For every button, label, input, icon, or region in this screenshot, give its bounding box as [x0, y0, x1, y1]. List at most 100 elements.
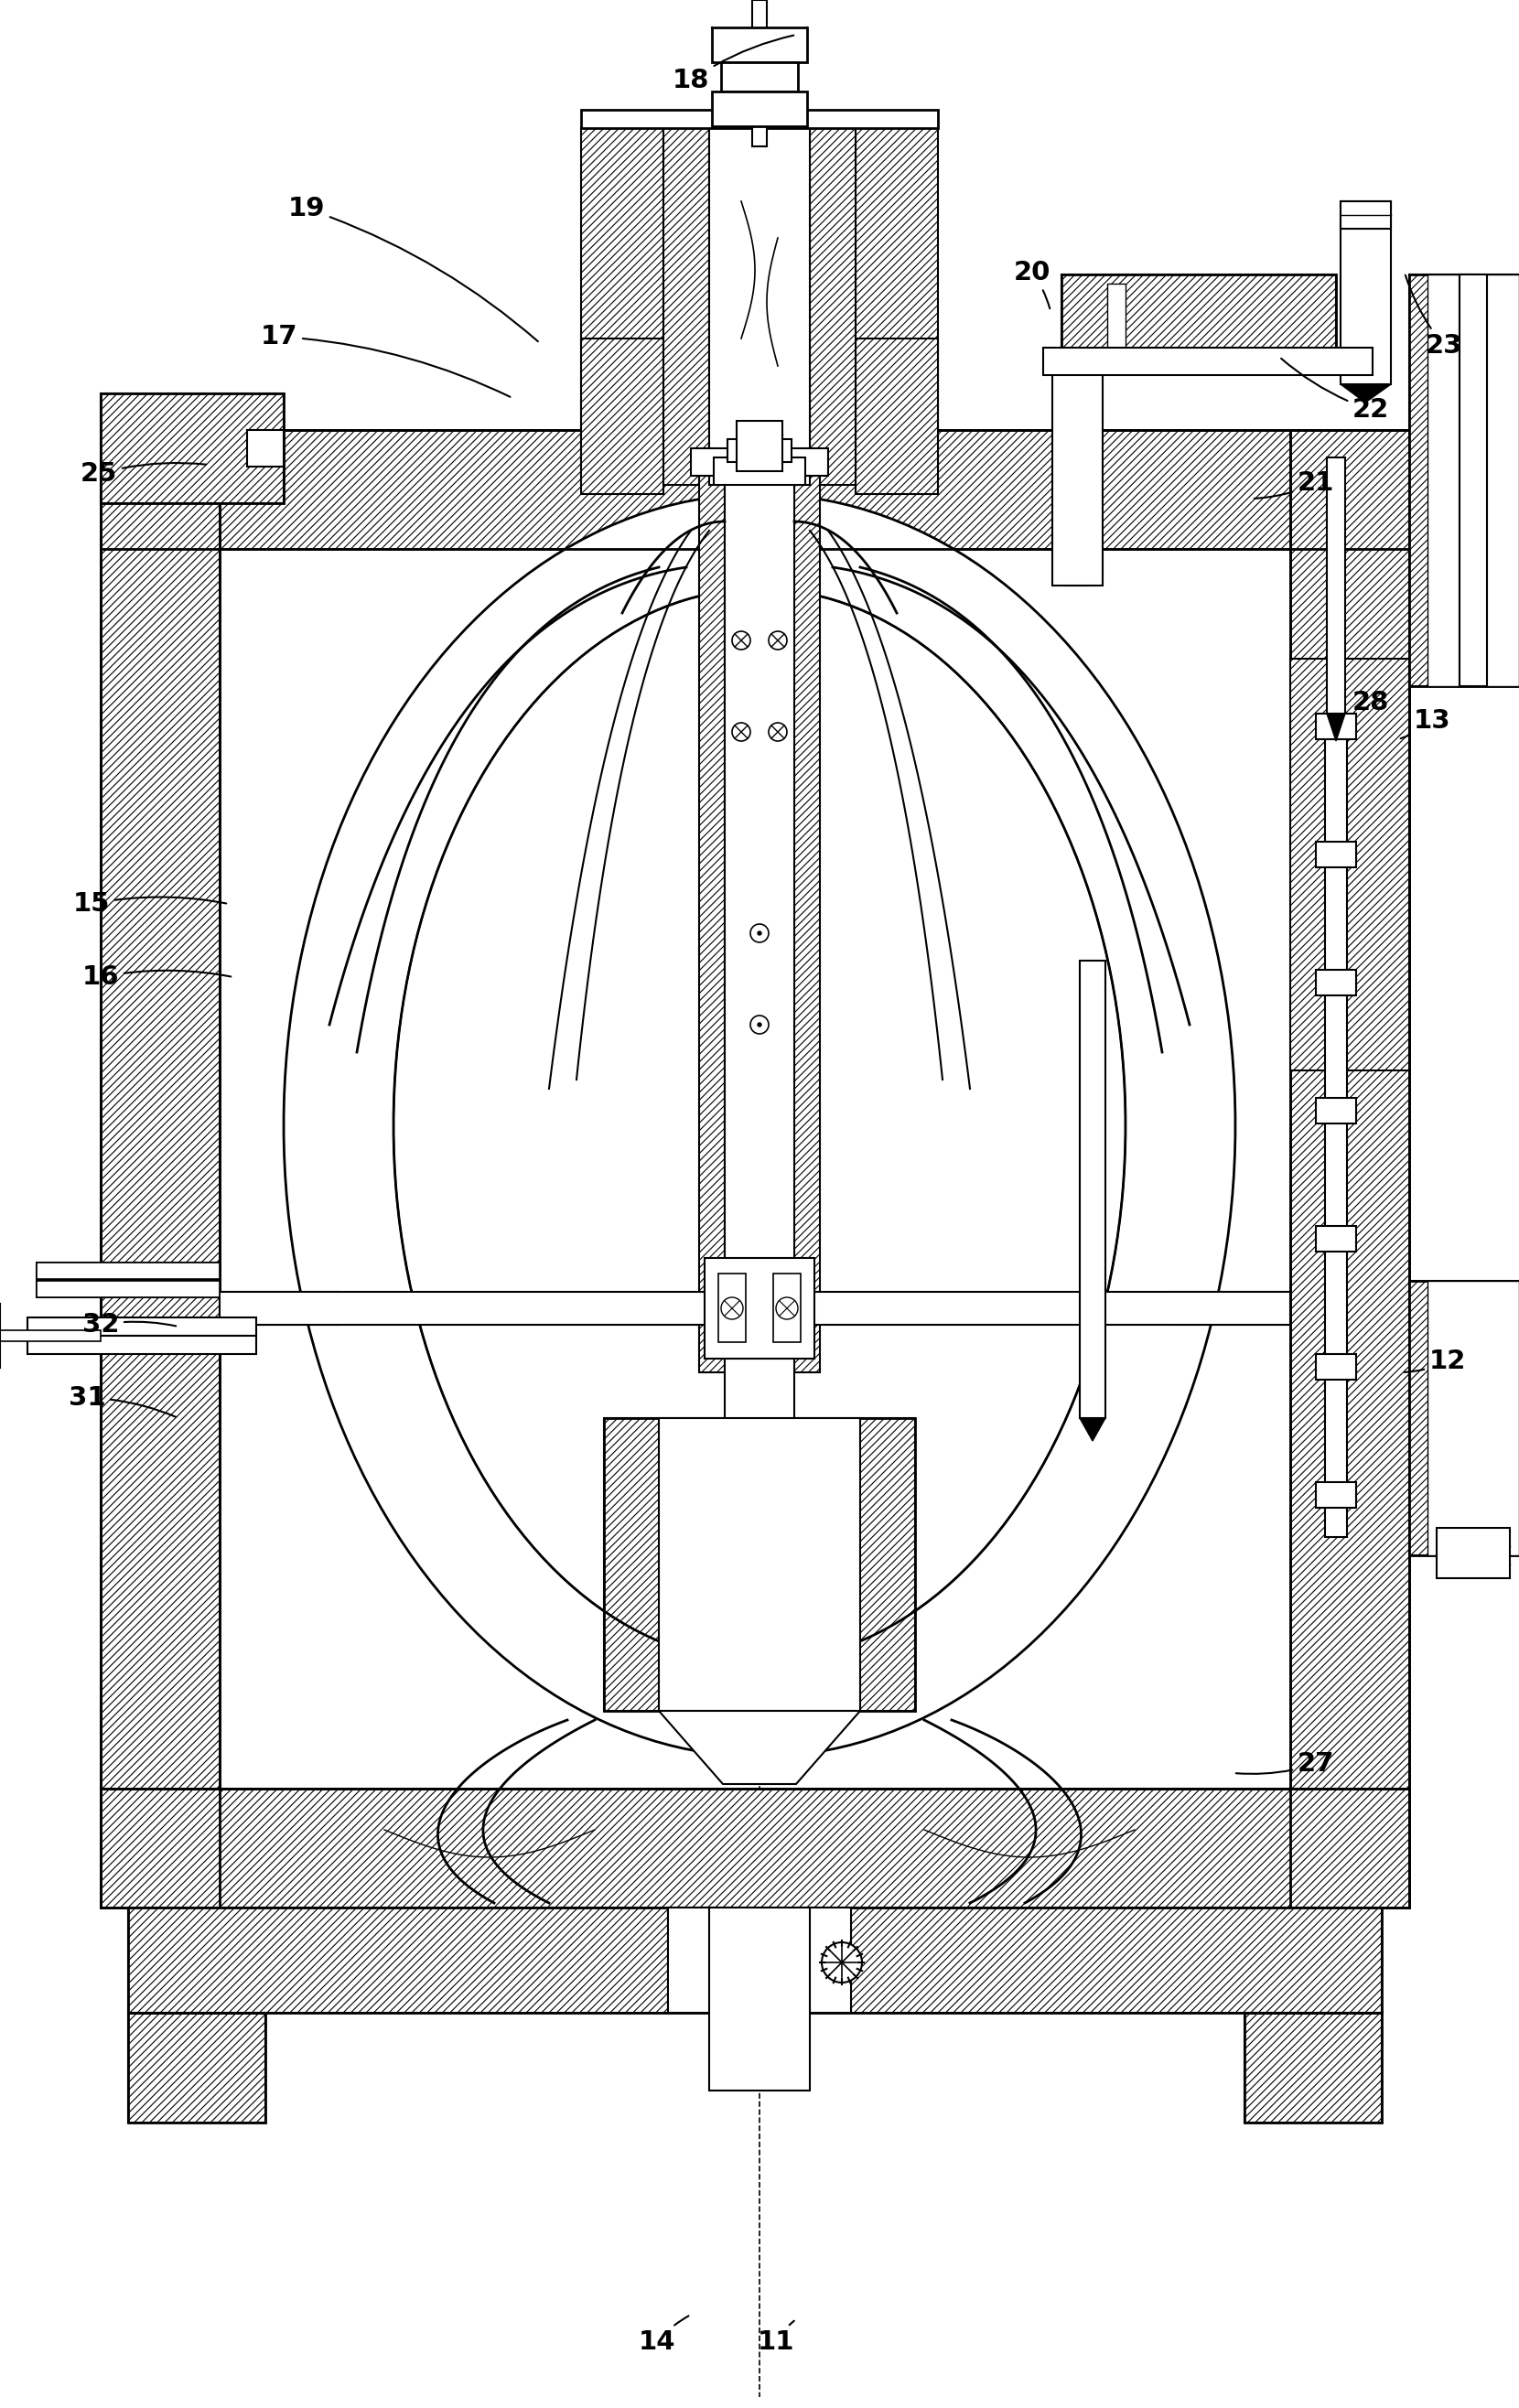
Circle shape — [750, 925, 769, 942]
Bar — [36, 1262, 220, 1279]
Bar — [128, 1907, 1382, 2013]
Bar — [100, 1789, 1410, 1907]
Bar — [582, 340, 664, 494]
Polygon shape — [1080, 1418, 1106, 1440]
Bar — [699, 477, 725, 1373]
Bar — [36, 1281, 220, 1298]
Bar — [709, 128, 810, 484]
Bar — [0, 1329, 100, 1341]
Text: 31: 31 — [68, 1385, 176, 1416]
Circle shape — [722, 1298, 743, 1320]
Bar — [668, 1907, 851, 2013]
Bar — [100, 431, 220, 1907]
Bar — [100, 1789, 1410, 1907]
Bar — [1460, 275, 1472, 686]
Circle shape — [769, 631, 787, 650]
Bar — [1325, 713, 1347, 1536]
Bar — [1315, 1098, 1356, 1125]
Polygon shape — [659, 1710, 860, 1784]
Bar — [1410, 1281, 1519, 1556]
Bar — [36, 1262, 220, 1279]
Polygon shape — [284, 494, 760, 1755]
Circle shape — [732, 722, 750, 742]
Bar — [1315, 1226, 1356, 1252]
Bar — [1341, 202, 1391, 385]
Bar — [705, 1257, 814, 1358]
Text: 22: 22 — [1281, 359, 1390, 424]
Bar — [1315, 1353, 1356, 1380]
Bar — [582, 111, 937, 128]
Bar — [1315, 1483, 1356, 1507]
Circle shape — [750, 1016, 769, 1033]
Circle shape — [758, 1023, 761, 1026]
Bar — [1044, 347, 1373, 376]
Bar — [728, 438, 791, 462]
Bar — [722, 63, 797, 92]
Bar — [714, 458, 805, 484]
Bar — [36, 1281, 220, 1298]
Bar — [1066, 356, 1089, 585]
Bar — [810, 1907, 851, 2013]
Bar — [1428, 275, 1519, 686]
Bar — [27, 1317, 257, 1336]
Text: 21: 21 — [1255, 470, 1334, 498]
Bar — [100, 431, 220, 1907]
Bar — [794, 477, 820, 1373]
Bar — [605, 1418, 914, 1710]
Polygon shape — [1341, 385, 1391, 402]
Bar — [128, 2013, 266, 2121]
Bar — [752, 0, 767, 147]
Bar — [1315, 713, 1356, 739]
Bar — [1290, 431, 1410, 1907]
Bar — [605, 1418, 914, 1710]
Bar — [1460, 275, 1487, 686]
Bar — [100, 393, 284, 503]
Bar — [712, 26, 807, 63]
Bar — [773, 1274, 801, 1341]
Bar — [737, 421, 782, 472]
Circle shape — [776, 1298, 797, 1320]
Circle shape — [758, 932, 761, 934]
Circle shape — [822, 1943, 861, 1982]
Polygon shape — [760, 494, 1235, 1755]
Bar — [1410, 275, 1519, 686]
Text: 13: 13 — [1401, 708, 1451, 739]
Bar — [725, 477, 794, 1556]
Text: 32: 32 — [82, 1312, 176, 1336]
Polygon shape — [393, 588, 1126, 1662]
Bar — [1437, 1527, 1510, 1577]
Bar — [718, 1274, 746, 1341]
Bar — [248, 431, 284, 467]
Text: 11: 11 — [758, 2321, 794, 2355]
Bar — [1410, 1281, 1519, 1556]
Bar — [691, 448, 828, 477]
Bar — [220, 1291, 1290, 1324]
Text: 23: 23 — [1405, 275, 1463, 359]
Bar — [1428, 1281, 1519, 1556]
Text: 27: 27 — [1236, 1751, 1334, 1777]
Bar — [1107, 284, 1126, 347]
Text: 20: 20 — [1013, 260, 1051, 308]
Text: 25: 25 — [81, 460, 207, 486]
Bar — [1326, 458, 1346, 713]
Bar — [668, 1907, 709, 2013]
Bar — [659, 1674, 860, 1710]
Bar — [1410, 275, 1519, 686]
Text: 28: 28 — [1352, 689, 1390, 715]
Bar — [100, 431, 1410, 549]
Bar — [100, 393, 284, 503]
Bar — [128, 2013, 266, 2121]
Bar — [810, 128, 855, 484]
Text: 16: 16 — [82, 963, 231, 990]
Bar — [1290, 431, 1410, 1907]
Bar — [1062, 275, 1337, 356]
Text: 17: 17 — [260, 323, 510, 397]
Text: 18: 18 — [673, 36, 793, 94]
Bar — [664, 128, 709, 484]
Bar — [659, 1418, 860, 1710]
Bar — [855, 340, 937, 494]
Bar — [1315, 843, 1356, 867]
Text: 14: 14 — [638, 2316, 688, 2355]
Bar — [1080, 961, 1106, 1418]
Bar — [855, 128, 937, 484]
